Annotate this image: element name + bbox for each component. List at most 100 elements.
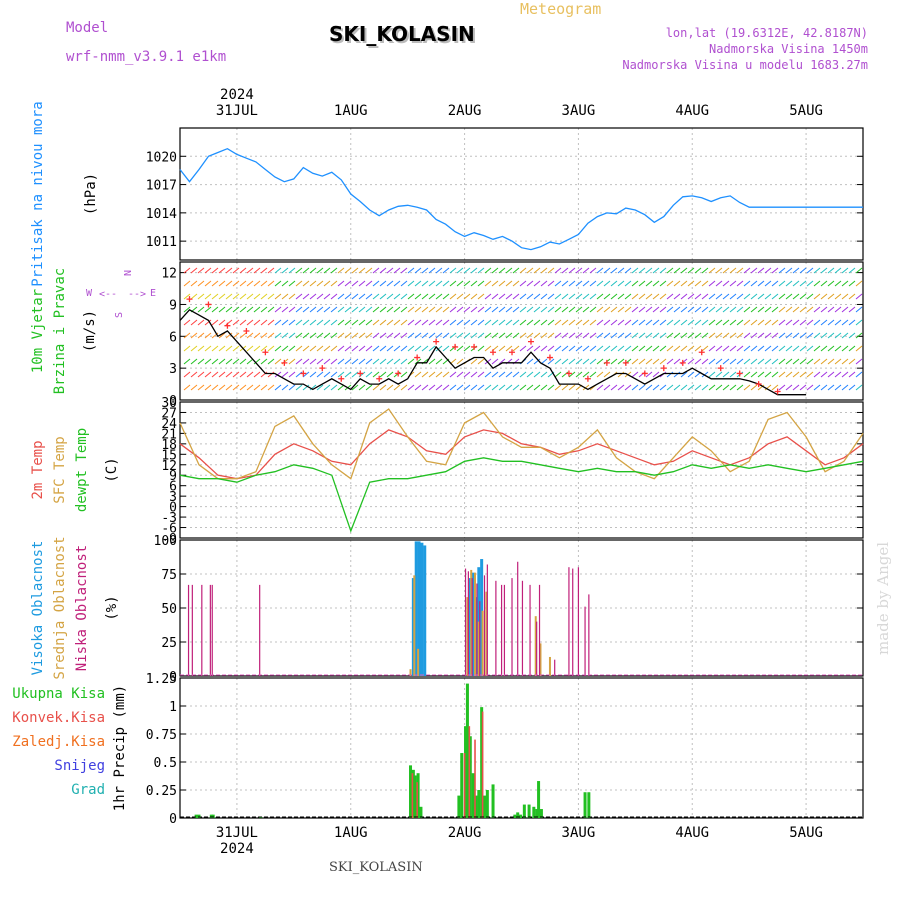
- bar-niska-oblacnost: [259, 584, 261, 676]
- wind-barb: [491, 358, 499, 365]
- wind-barb: [659, 345, 667, 352]
- wind-barb: [813, 293, 821, 300]
- wind-barb: [666, 371, 674, 378]
- wind-barb: [379, 332, 387, 339]
- wind-barb: [302, 345, 310, 352]
- wind-barb: [645, 306, 653, 313]
- bar-ukupna-kisa: [513, 814, 517, 818]
- wind-barb: [477, 319, 485, 326]
- wind-barb: [799, 280, 807, 287]
- wind-barb: [596, 332, 604, 339]
- wind-barb: [645, 371, 653, 378]
- wind-barb: [855, 319, 863, 326]
- wind-barb: [610, 358, 618, 365]
- wind-barb: [260, 319, 268, 326]
- wind-barb: [715, 280, 723, 287]
- wind-barb: [631, 384, 639, 391]
- wind-barb: [631, 332, 639, 339]
- wind-barb: [568, 319, 576, 326]
- wind-barb: [785, 371, 793, 378]
- wind-barb: [414, 358, 422, 365]
- wind-barb: [561, 267, 569, 274]
- wind-barb: [561, 306, 569, 313]
- wind-barb: [666, 293, 674, 300]
- wind-barb: [848, 306, 856, 313]
- wind-barb: [463, 306, 471, 313]
- wind-barb: [771, 267, 779, 274]
- wind-barb: [666, 332, 674, 339]
- wind-barb: [792, 371, 800, 378]
- wind-barb: [624, 319, 632, 326]
- wind-barb: [708, 319, 716, 326]
- wind-barb: [701, 358, 709, 365]
- wind-barb: [400, 306, 408, 313]
- wind-barb: [841, 345, 849, 352]
- wind-barb: [526, 280, 534, 287]
- wind-barb: [379, 371, 387, 378]
- wind-barb: [827, 280, 835, 287]
- wind-barb: [365, 371, 373, 378]
- bar-niska-oblacnost: [529, 584, 531, 676]
- wind-barb: [666, 345, 674, 352]
- wind-barb: [246, 345, 254, 352]
- wind-barb: [582, 319, 590, 326]
- wind-barb: [267, 267, 275, 274]
- wind-barb: [267, 384, 275, 391]
- wind-barb: [680, 267, 688, 274]
- wind-barb: [400, 358, 408, 365]
- wind-barb: [435, 384, 443, 391]
- wind-barb: [561, 280, 569, 287]
- wind-barb: [484, 306, 492, 313]
- wind-barb: [589, 345, 597, 352]
- wind-barb: [855, 332, 863, 339]
- wind-barb: [351, 358, 359, 365]
- wind-barb: [841, 371, 849, 378]
- wind-barb: [729, 280, 737, 287]
- wind-barb: [267, 358, 275, 365]
- bar-niska-oblacnost: [588, 594, 590, 676]
- wind-barb: [582, 267, 590, 274]
- wind-barb: [365, 384, 373, 391]
- wind-barb: [309, 306, 317, 313]
- gust-marker: [395, 370, 402, 377]
- y-tick-label: 0: [169, 812, 177, 827]
- bar-ukupna-kisa: [480, 707, 484, 818]
- wind-barb: [540, 384, 548, 391]
- y-tick-label: 0.5: [154, 756, 177, 771]
- wind-barb: [470, 280, 478, 287]
- wind-barb: [183, 293, 191, 300]
- wind-barb: [358, 280, 366, 287]
- wind-barb: [281, 384, 289, 391]
- wind-barb: [575, 319, 583, 326]
- wind-barb: [449, 332, 457, 339]
- bar-visoka-oblacnost: [414, 541, 418, 676]
- wind-barb: [848, 280, 856, 287]
- wind-barb: [183, 371, 191, 378]
- wind-barb: [309, 358, 317, 365]
- wind-barb: [750, 319, 758, 326]
- wind-barb: [638, 306, 646, 313]
- wind-barb: [568, 384, 576, 391]
- wind-barb: [505, 371, 513, 378]
- wind-barb: [309, 345, 317, 352]
- wind-barb: [778, 267, 786, 274]
- wind-barb: [736, 332, 744, 339]
- wind-barb: [519, 371, 527, 378]
- wind-barb: [386, 280, 394, 287]
- wind-barb: [505, 306, 513, 313]
- wind-barb: [645, 267, 653, 274]
- wind-barb: [484, 267, 492, 274]
- wind-barb: [519, 280, 527, 287]
- wind-barb: [792, 293, 800, 300]
- wind-barb: [281, 319, 289, 326]
- wind-barb: [750, 332, 758, 339]
- wind-barb: [547, 345, 555, 352]
- wind-barb: [596, 267, 604, 274]
- wind-barb: [764, 358, 772, 365]
- wind-barb: [582, 293, 590, 300]
- wind-barb: [246, 280, 254, 287]
- wind-barb: [232, 345, 240, 352]
- wind-barb: [729, 345, 737, 352]
- wind-barb: [589, 306, 597, 313]
- wind-barb: [281, 293, 289, 300]
